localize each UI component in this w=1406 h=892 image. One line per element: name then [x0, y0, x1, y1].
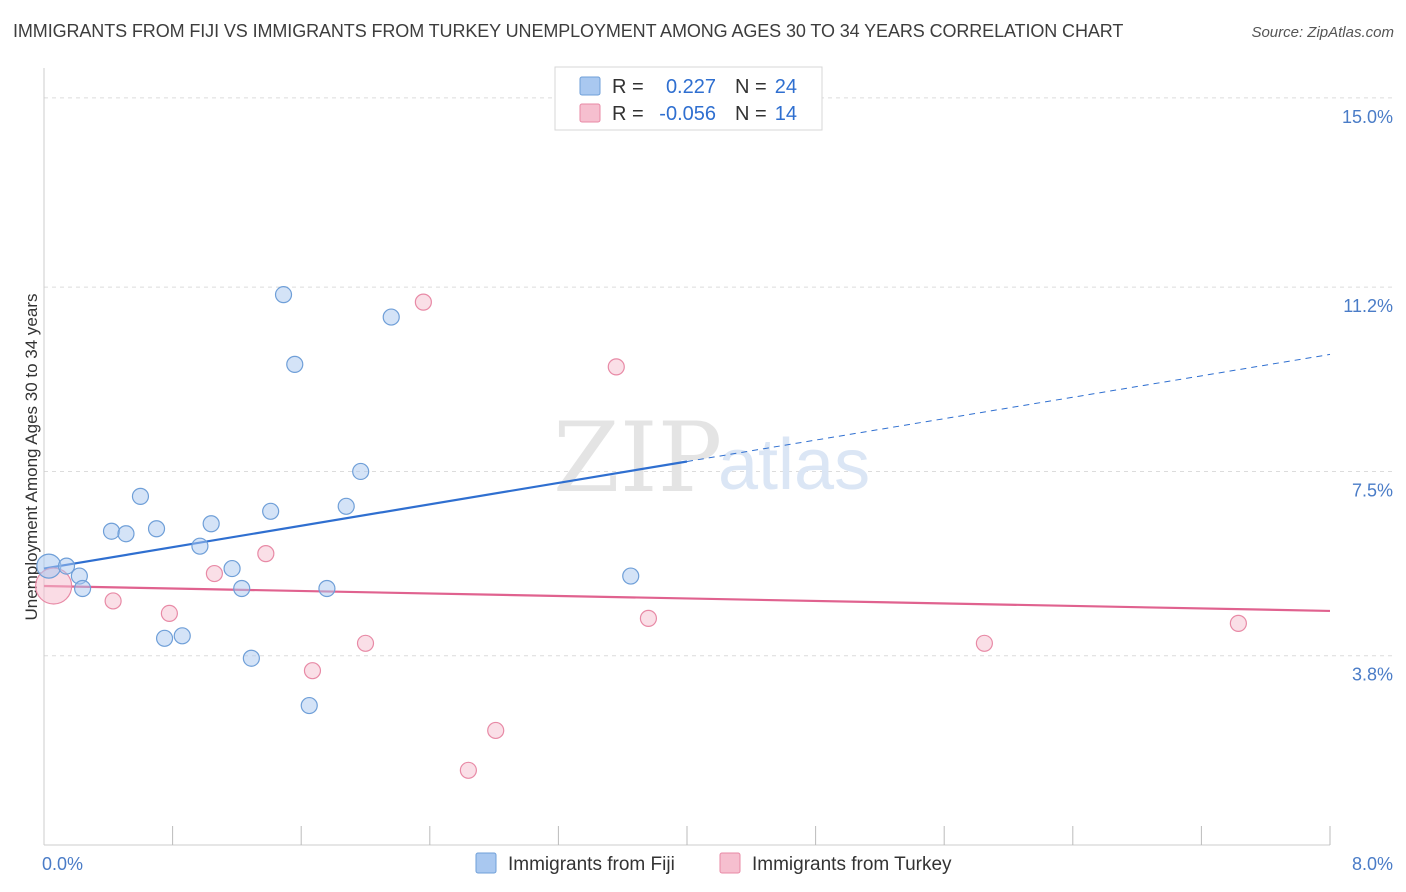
trend-lines — [43, 353, 1331, 613]
series-legend-label-turkey: Immigrants from Turkey — [752, 854, 952, 875]
legend-n-label-turkey: N = — [735, 103, 767, 125]
series-legend-swatch-turkey — [719, 852, 741, 874]
point-turkey-10 — [607, 358, 625, 376]
point-fiji-6 — [131, 487, 150, 505]
legend-n-label-fiji: N = — [735, 76, 767, 98]
x-tick-label-1: 8.0% — [1352, 854, 1393, 874]
point-fiji-0 — [36, 553, 62, 579]
point-turkey-3 — [205, 564, 223, 583]
point-turkey-9 — [487, 721, 505, 740]
source-credit: Source: ZipAtlas.com — [1251, 24, 1394, 41]
point-fiji-18 — [300, 696, 318, 715]
y-tick-label-2: 11.2% — [1343, 296, 1393, 316]
x-tick-label-0: 0.0% — [42, 854, 83, 874]
point-fiji-17 — [286, 355, 304, 373]
point-turkey-5 — [303, 662, 322, 680]
gridlines — [44, 97, 1392, 657]
point-fiji-10 — [191, 537, 209, 555]
series-legend-label-fiji: Immigrants from Fiji — [508, 854, 675, 875]
trend-line-turkey — [43, 584, 1331, 613]
legend-r-value-turkey: -0.056 — [659, 103, 716, 125]
point-turkey-6 — [356, 634, 375, 652]
point-fiji-8 — [155, 629, 174, 647]
point-fiji-7 — [147, 520, 166, 538]
y-tick-label-3: 15.0% — [1342, 107, 1393, 127]
legend-r-label-turkey: R = — [612, 103, 644, 125]
chart-title: IMMIGRANTS FROM FIJI VS IMMIGRANTS FROM … — [13, 21, 1124, 41]
point-fiji-19 — [318, 579, 336, 598]
watermark-zip: ZIP — [553, 402, 722, 514]
point-fiji-12 — [223, 559, 241, 578]
watermark-atlas: atlas — [718, 425, 870, 505]
x-ticks: 0.0% 8.0% — [42, 826, 1393, 874]
legend-swatch-fiji — [579, 76, 601, 96]
point-fiji-15 — [262, 502, 280, 520]
watermark: ZIP atlas — [553, 402, 870, 514]
point-turkey-7 — [414, 293, 432, 311]
point-fiji-11 — [202, 515, 220, 533]
trend-line-fiji — [43, 460, 688, 570]
point-turkey-1 — [104, 592, 122, 610]
point-fiji-20 — [337, 497, 355, 515]
legend-n-value-fiji: 24 — [775, 76, 797, 98]
point-fiji-16 — [274, 286, 293, 304]
point-fiji-13 — [233, 579, 251, 598]
legend-r-label-fiji: R = — [612, 76, 644, 98]
point-fiji-4 — [102, 522, 121, 540]
point-fiji-14 — [242, 649, 260, 667]
point-fiji-22 — [382, 308, 400, 326]
legend-r-value-fiji: 0.227 — [666, 76, 716, 98]
point-turkey-13 — [1229, 614, 1247, 632]
point-turkey-12 — [975, 634, 993, 652]
point-fiji-3 — [73, 579, 92, 598]
point-fiji-23 — [622, 567, 640, 585]
legend-n-value-turkey: 14 — [775, 103, 797, 125]
point-turkey-8 — [459, 761, 477, 779]
y-tick-label-0: 3.8% — [1352, 665, 1393, 685]
data-points — [35, 286, 1247, 779]
y-ticks: 3.8% 7.5% 11.2% 15.0% — [1342, 107, 1393, 685]
point-turkey-4 — [257, 545, 275, 563]
point-turkey-2 — [160, 604, 178, 623]
point-turkey-11 — [639, 609, 658, 627]
correlation-legend: R = 0.227 N = 24 R = -0.056 N = 14 — [554, 66, 823, 131]
point-fiji-5 — [117, 525, 135, 543]
point-fiji-1 — [57, 557, 76, 575]
y-axis-label: Unemployment Among Ages 30 to 34 years — [22, 294, 41, 621]
trend-line-extension-fiji — [686, 353, 1331, 462]
series-legend-swatch-fiji — [475, 852, 497, 874]
legend-swatch-turkey — [579, 103, 601, 123]
point-fiji-21 — [352, 462, 370, 481]
point-fiji-9 — [173, 627, 191, 645]
y-tick-label-1: 7.5% — [1352, 480, 1393, 500]
series-legend: Immigrants from Fiji Immigrants from Tur… — [475, 852, 952, 875]
